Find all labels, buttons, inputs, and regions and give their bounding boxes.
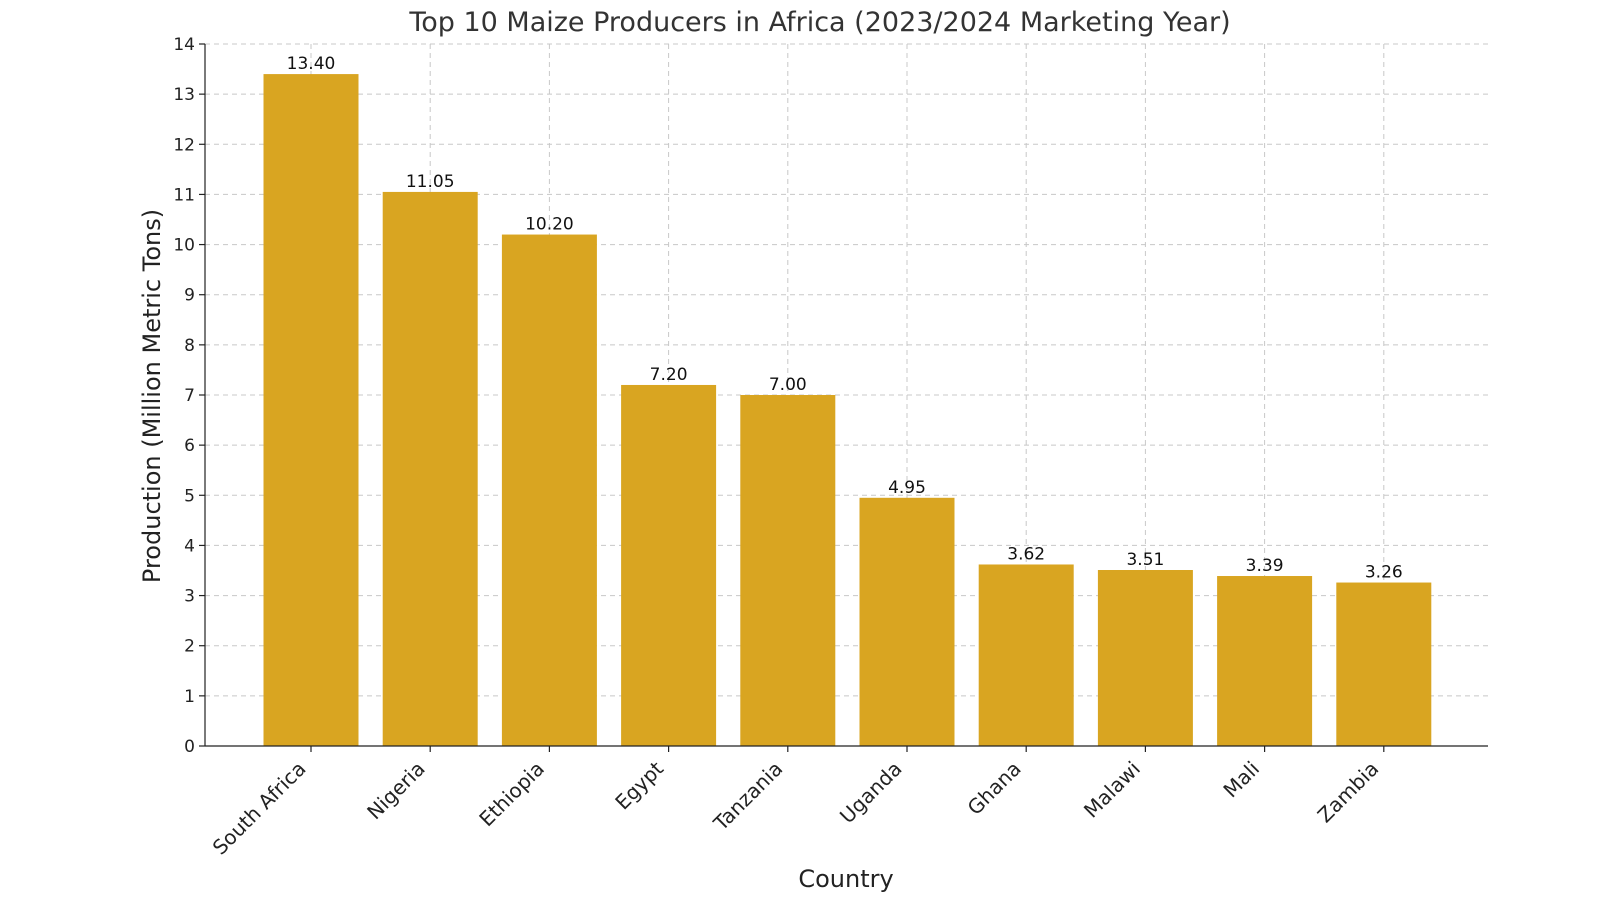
bar-value-label: 3.51 xyxy=(1126,550,1164,570)
x-axis-label: Country xyxy=(798,865,893,893)
bar xyxy=(740,395,836,746)
bar xyxy=(1217,576,1313,746)
x-tick-label: Ghana xyxy=(963,757,1026,820)
y-tick-label: 14 xyxy=(173,35,195,55)
y-axis-label: Production (Million Metric Tons) xyxy=(138,209,166,583)
bar-value-label: 3.26 xyxy=(1365,563,1403,583)
x-tick-label: Mali xyxy=(1218,757,1264,803)
y-tick-label: 13 xyxy=(173,85,195,105)
y-tick-label: 3 xyxy=(184,587,195,607)
x-tick-label: Malawi xyxy=(1079,757,1145,823)
data-labels: 13.40 11.05 10.20 7.20 7.00 4.95 3.62 3.51 3.39 3… xyxy=(287,54,1403,582)
x-tick-label: Ethiopia xyxy=(474,757,549,832)
y-tick-label: 6 xyxy=(184,436,195,456)
bar xyxy=(382,191,478,746)
bar-value-label: 3.62 xyxy=(1007,544,1045,564)
y-tick-label: 0 xyxy=(184,737,195,757)
bar xyxy=(1336,582,1432,746)
y-tick-label: 12 xyxy=(173,135,195,155)
y-tick-label: 1 xyxy=(184,687,195,707)
bar xyxy=(263,74,359,747)
y-tick-label: 11 xyxy=(173,185,195,205)
x-tick-label: Nigeria xyxy=(362,757,430,825)
bar-value-label: 4.95 xyxy=(888,478,926,498)
x-axis-ticks: South Africa Nigeria Ethiopia Egypt Tanzania… xyxy=(208,746,1385,860)
y-tick-label: 9 xyxy=(184,286,195,306)
bar-value-label: 10.20 xyxy=(525,215,574,235)
bar xyxy=(621,384,717,746)
bar xyxy=(978,564,1074,746)
y-tick-label: 7 xyxy=(184,386,195,406)
x-tick-label: Uganda xyxy=(835,757,907,829)
bars xyxy=(263,74,1432,747)
y-tick-label: 2 xyxy=(184,637,195,657)
bar xyxy=(501,234,597,747)
bar-value-label: 7.00 xyxy=(769,375,807,395)
x-tick-label: Tanzania xyxy=(708,757,787,836)
chart-title: Top 10 Maize Producers in Africa (2023/2… xyxy=(408,7,1230,38)
y-tick-label: 5 xyxy=(184,486,195,506)
bar-value-label: 3.39 xyxy=(1246,556,1284,576)
bar xyxy=(1097,569,1193,746)
x-tick-label: Zambia xyxy=(1313,757,1384,828)
x-tick-label: South Africa xyxy=(208,757,311,860)
bar-value-label: 13.40 xyxy=(287,54,336,74)
bar xyxy=(859,497,955,746)
bar-value-label: 7.20 xyxy=(650,365,688,385)
bar-value-label: 11.05 xyxy=(406,172,455,192)
y-tick-label: 8 xyxy=(184,336,195,356)
y-tick-label: 4 xyxy=(184,536,195,556)
y-tick-label: 10 xyxy=(173,236,195,256)
x-tick-label: Egypt xyxy=(610,756,668,814)
